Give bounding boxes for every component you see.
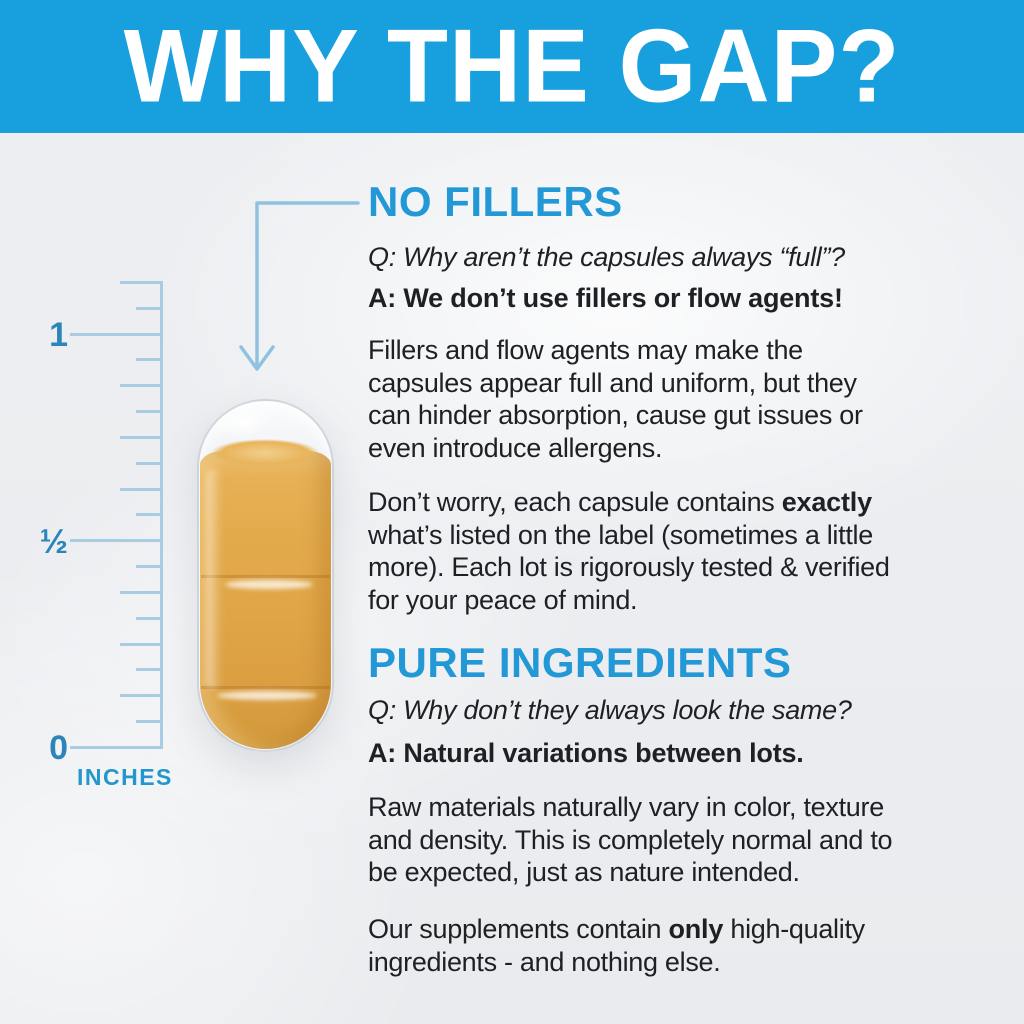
capsule-seam-upper — [201, 575, 330, 578]
ruler-tick — [120, 643, 163, 646]
capsule-photo — [197, 399, 334, 752]
no-fillers-answer: A: We don’t use fillers or flow agents! — [368, 283, 843, 313]
ruler-tick — [136, 513, 163, 516]
ruler-tick — [136, 410, 163, 413]
ruler-tick — [70, 333, 163, 336]
paragraph-text: Don’t worry, each capsule contains — [368, 487, 782, 517]
no-fillers-paragraph-2: Don’t worry, each capsule contains exact… — [368, 486, 1016, 616]
ruler-tick — [136, 307, 163, 310]
paragraph-text: Our supplements contain — [368, 914, 669, 944]
ruler-tick — [120, 384, 163, 387]
capsule-gloss-upper — [225, 580, 313, 589]
ruler-unit-label: INCHES — [77, 764, 173, 790]
ruler-label-0: 0 — [49, 729, 68, 767]
ruler-label-half: ½ — [39, 523, 68, 561]
ruler-tick — [70, 746, 163, 749]
ruler-tick — [120, 488, 163, 491]
inch-ruler — [70, 281, 163, 751]
ruler-tick — [136, 565, 163, 568]
capsule-gloss-lower — [217, 691, 317, 700]
ruler-tick — [136, 720, 163, 723]
gap-pointer-arrow-icon — [239, 201, 360, 371]
page-title: WHY THE GAP? — [123, 7, 901, 125]
paragraph-text: what’s listed on the label (sometimes a … — [368, 519, 890, 615]
ruler-tick — [120, 591, 163, 594]
ruler-tick — [136, 617, 163, 620]
section-heading-pure-ingredients: PURE INGREDIENTS — [368, 639, 792, 686]
header-banner: WHY THE GAP? — [0, 0, 1024, 133]
paragraph-bold-word: only — [668, 914, 724, 944]
ruler-tick — [70, 539, 163, 542]
ruler-tick — [120, 694, 163, 697]
ruler-tick — [136, 668, 163, 671]
pure-ingredients-answer: A: Natural variations between lots. — [368, 738, 804, 768]
ruler-label-1: 1 — [49, 316, 68, 354]
capsule-seam-lower — [201, 686, 330, 689]
ruler-tick — [136, 462, 163, 465]
paragraph-text: high-quality ingredients - and nothing e… — [368, 914, 865, 977]
no-fillers-paragraph-1: Fillers and flow agents may make the cap… — [368, 335, 863, 463]
pure-ingredients-paragraph-2: Our supplements contain only high-qualit… — [368, 913, 1016, 978]
pure-ingredients-paragraph-1: Raw materials naturally vary in color, t… — [368, 792, 893, 887]
ruler-tick — [120, 436, 163, 439]
paragraph-bold-word: exactly — [781, 487, 872, 517]
ruler-tick — [120, 281, 163, 284]
section-heading-no-fillers: NO FILLERS — [368, 178, 623, 225]
capsule-side-highlight — [206, 469, 222, 689]
no-fillers-question: Q: Why aren’t the capsules always “full”… — [368, 242, 845, 272]
capsule-powder-surface — [211, 439, 319, 467]
ruler-tick — [136, 358, 163, 361]
pure-ingredients-question: Q: Why don’t they always look the same? — [368, 695, 852, 725]
